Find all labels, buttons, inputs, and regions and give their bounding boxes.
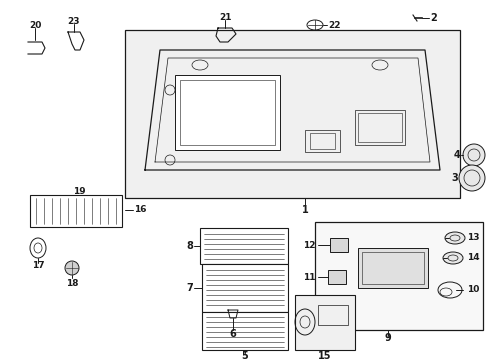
Text: 2: 2 [429,13,436,23]
Bar [317,305,347,325]
Text: 6: 6 [229,329,236,339]
Bar [354,110,404,145]
Bar [327,270,346,284]
Bar [305,130,339,152]
Bar [329,238,347,252]
Text: 15: 15 [318,351,331,360]
Bar [202,264,287,312]
Ellipse shape [458,165,484,191]
Text: 5: 5 [241,351,248,360]
Text: 4: 4 [452,150,459,160]
Text: 19: 19 [73,188,86,197]
Bar [294,295,354,350]
Bar [357,113,401,142]
Bar [200,228,287,264]
Bar [357,248,427,288]
Ellipse shape [442,252,462,264]
Text: 12: 12 [303,240,315,249]
Text: 1: 1 [301,205,308,215]
Text: 17: 17 [32,261,44,270]
Text: 21: 21 [218,13,231,22]
Text: 14: 14 [466,253,479,262]
Text: 7: 7 [186,283,193,293]
Ellipse shape [462,144,484,166]
Text: 20: 20 [29,22,41,31]
Text: 13: 13 [466,234,479,243]
Bar [202,312,287,350]
Bar [30,195,122,227]
Text: 23: 23 [68,18,80,27]
Text: 3: 3 [450,173,457,183]
Bar [180,80,274,145]
Bar [175,75,280,150]
Text: 8: 8 [186,241,193,251]
Ellipse shape [444,232,464,244]
Text: 18: 18 [65,279,78,288]
Bar [125,30,459,198]
Text: 11: 11 [303,273,315,282]
Text: 10: 10 [466,285,478,294]
Bar [314,222,482,330]
Ellipse shape [65,261,79,275]
Text: 9: 9 [384,333,390,343]
Bar [309,133,334,149]
Text: 16: 16 [134,206,146,215]
Text: 22: 22 [327,21,340,30]
Bar [361,252,423,284]
